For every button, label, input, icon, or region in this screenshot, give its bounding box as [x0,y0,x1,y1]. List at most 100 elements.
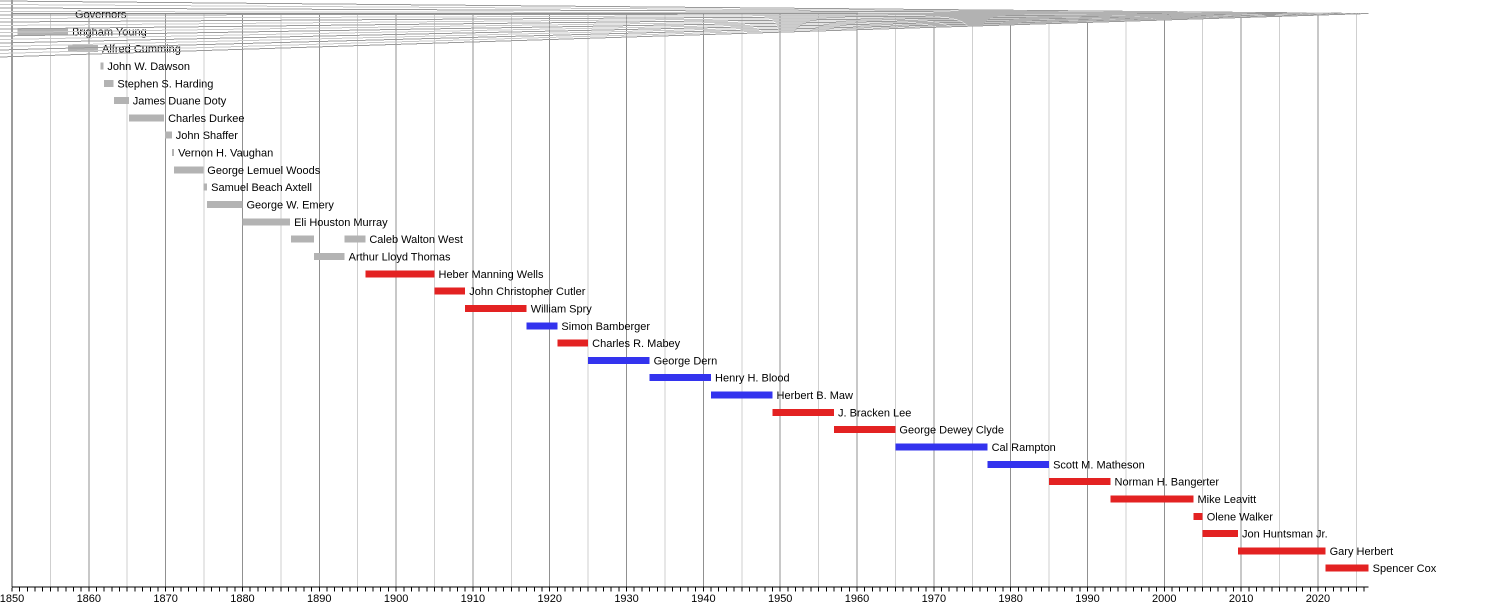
governor-label: Olene Walker [1207,511,1274,523]
governor-bar [895,443,988,451]
governor-label: Scott M. Matheson [1053,459,1145,471]
axis-tick-label: 1880 [230,593,254,605]
governor-label: Simon Bamberger [561,321,650,333]
governor-bar [434,287,466,295]
axis-tick-label: 1850 [0,593,24,605]
governor-bar [104,79,114,87]
fan-line [0,13,1369,44]
governor-label: Vernon H. Vaughan [178,148,273,160]
fan-line [0,13,1369,51]
governor-bar [833,426,896,434]
governor-label: Gary Herbert [1330,546,1394,558]
axis-tick-label: 1990 [1075,593,1099,605]
governor-bar [114,97,129,105]
governor-bar [207,201,243,209]
governor-label: William Spry [531,303,593,315]
fan-line [0,13,1369,23]
axis-tick-label: 2010 [1229,593,1253,605]
governor-bar [164,131,172,139]
governor-label: George Lemuel Woods [207,165,320,177]
governor-label: John Shaffer [176,130,239,142]
governor-label: Mike Leavitt [1197,494,1256,506]
fan-line [0,13,1369,30]
governor-label: Jon Huntsman Jr. [1242,529,1328,541]
governor-bar [100,62,104,70]
governor-bar [588,356,650,364]
governor-bar [711,391,773,399]
governor-label: John W. Dawson [107,61,190,73]
governor-bar [313,252,345,260]
fan-line [0,13,1369,33]
governor-bar [365,270,435,278]
governor-bar [344,235,366,243]
governor-label: J. Bracken Lee [838,407,911,419]
governor-label: Cal Rampton [992,442,1056,454]
fan-line [0,0,1369,14]
fan-line [0,13,1369,47]
axis-tick-label: 1910 [461,593,485,605]
axis-tick-label: 1980 [998,593,1022,605]
governor-label: James Duane Doty [133,96,227,108]
axis-tick-label: 1870 [153,593,177,605]
axis-tick-label: 1970 [922,593,946,605]
axis-tick-label: 1960 [845,593,869,605]
fan-line [0,4,1369,14]
governor-label: Charles R. Mabey [592,338,681,350]
axis-tick-label: 1940 [691,593,715,605]
governor-label: George W. Emery [246,200,334,212]
governor-bar [68,45,99,53]
axis-tick-label: 1920 [537,593,561,605]
axis-tick-label: 1900 [384,593,408,605]
governor-label: George Dern [654,355,718,367]
fan-line [0,11,1369,14]
governor-bar [526,322,558,330]
governor-label: Stephen S. Harding [117,78,213,90]
governor-bar [1325,564,1369,572]
fan-line [0,13,1369,58]
governor-bar [242,218,291,226]
governor-bar [1202,530,1239,538]
governor-bar [557,339,589,347]
governor-bar [17,27,69,35]
axis-tick-label: 2020 [1306,593,1330,605]
governor-label: Charles Durkee [168,113,244,125]
governor-label: George Dewey Clyde [899,425,1004,437]
fan-line [0,13,1369,26]
governor-label: Henry H. Blood [715,373,790,385]
fan-line [0,13,1369,54]
governor-bar [203,183,208,191]
governor-label: Herbert B. Maw [777,390,853,402]
axis-tick-label: 1860 [77,593,101,605]
governor-label: Samuel Beach Axtell [211,182,312,194]
governor-bar [1193,512,1203,520]
fan-line [0,13,1369,40]
governor-label: Brigham Young [72,26,147,38]
governor-bar [649,374,712,382]
governor-label: John Christopher Cutler [469,286,586,298]
axis-tick-label: 1950 [768,593,792,605]
fan-line [0,13,1369,19]
fan-line [0,7,1369,14]
governor-label: Eli Houston Murray [294,217,388,229]
governor-bar [987,460,1050,468]
axis-tick-label: 2000 [1152,593,1176,605]
axis-tick-label: 1930 [614,593,638,605]
fan-line [0,13,1369,37]
governor-bar [171,149,175,157]
axis-tick-label: 1890 [307,593,331,605]
governor-label: Norman H. Bangerter [1115,477,1220,489]
governor-bar [128,114,165,122]
governor-bar [772,408,834,416]
governor-bar [174,166,204,174]
governor-label: Spencer Cox [1373,563,1437,575]
governor-label: Arthur Lloyd Thomas [349,251,451,263]
fan-line [0,13,1369,16]
governor-bar [465,304,527,312]
governor-bar [1238,547,1326,555]
governor-bar [1049,478,1111,486]
governor-bar [290,235,314,243]
governor-label: Caleb Walton West [369,234,463,246]
governor-bar [1110,495,1194,503]
